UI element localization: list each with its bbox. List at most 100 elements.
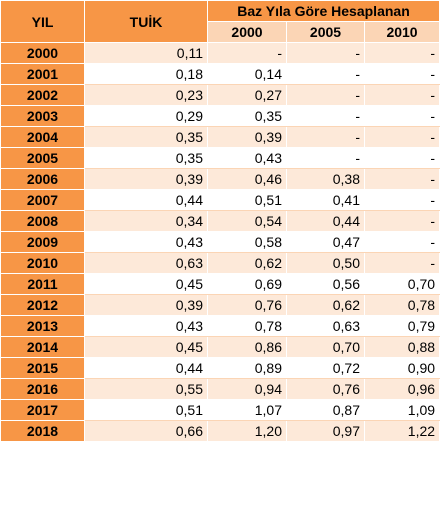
cell-base-2010: - [363,42,440,64]
cell-base-2005: - [286,63,365,85]
cell-tuik: 0,11 [84,42,208,64]
cell-year: 2014 [0,336,85,358]
cell-base-2010: - [363,147,440,169]
cell-year: 2004 [0,126,85,148]
cell-year: 2009 [0,231,85,253]
table-row: 2001 0,18 0,14- - [0,63,440,85]
cell-base-2010: - [363,126,440,148]
header-base-2005: 2005 [286,21,365,43]
cell-base-2000: 1,20 [207,420,287,442]
cell-base-2010: - [363,189,440,211]
table-row: 2013 0,43 0,78 0,63 0,79 [0,315,440,337]
cell-tuik: 0,34 [84,210,208,232]
cell-tuik: 0,35 [84,147,208,169]
table-row: 2003 0,29 0,35- - [0,105,440,127]
cell-base-2000: 0,86 [207,336,287,358]
cell-base-2000: 0,27 [207,84,287,106]
table-row: 2005 0,35 0,43- - [0,147,440,169]
table-row: 2007 0,44 0,51 0,41- [0,189,440,211]
cell-tuik: 0,43 [84,315,208,337]
cell-year: 2005 [0,147,85,169]
cell-base-2010: - [363,252,440,274]
cell-base-2010: 0,79 [363,315,440,337]
cell-year: 2003 [0,105,85,127]
cell-base-2000: - [207,42,287,64]
cell-year: 2001 [0,63,85,85]
cell-base-2005: 0,50 [286,252,365,274]
cell-base-2005: 0,63 [286,315,365,337]
cell-base-2000: 0,94 [207,378,287,400]
cell-base-2010: 0,78 [363,294,440,316]
cell-base-2005: - [286,42,365,64]
table-row: 2014 0,45 0,86 0,70 0,88 [0,336,440,358]
cell-base-2005: - [286,84,365,106]
cell-base-2005: - [286,126,365,148]
cell-base-2005: 0,41 [286,189,365,211]
cell-base-2000: 1,07 [207,399,287,421]
cell-base-2000: 0,51 [207,189,287,211]
cell-tuik: 0,39 [84,294,208,316]
cell-base-2010: 1,09 [363,399,440,421]
table-row: 2009 0,43 0,58 0,47- [0,231,440,253]
cell-base-2000: 0,76 [207,294,287,316]
cell-year: 2011 [0,273,85,295]
cell-base-2005: 0,38 [286,168,365,190]
cell-base-2005: - [286,147,365,169]
table-row: 2012 0,39 0,76 0,62 0,78 [0,294,440,316]
data-table: YIL TUİK Baz Yıla Göre Hesaplanan 2000 2… [0,0,440,442]
cell-base-2005: 0,72 [286,357,365,379]
cell-base-2000: 0,35 [207,105,287,127]
cell-base-2010: - [363,63,440,85]
cell-base-2010: 0,96 [363,378,440,400]
cell-base-2010: - [363,168,440,190]
cell-year: 2010 [0,252,85,274]
cell-base-2000: 0,46 [207,168,287,190]
cell-base-2000: 0,69 [207,273,287,295]
cell-base-2000: 0,89 [207,357,287,379]
cell-tuik: 0,29 [84,105,208,127]
cell-tuik: 0,55 [84,378,208,400]
table-header: YIL TUİK Baz Yıla Göre Hesaplanan 2000 2… [0,0,440,43]
cell-tuik: 0,39 [84,168,208,190]
cell-base-2005: 0,87 [286,399,365,421]
table-row: 2006 0,39 0,46 0,38- [0,168,440,190]
cell-year: 2012 [0,294,85,316]
cell-base-2005: 0,70 [286,336,365,358]
header-base-year-group: Baz Yıla Göre Hesaplanan [206,0,440,22]
cell-base-2000: 0,58 [207,231,287,253]
cell-base-2005: 0,56 [286,273,365,295]
cell-tuik: 0,66 [84,420,208,442]
cell-year: 2018 [0,420,85,442]
cell-base-2010: - [363,231,440,253]
table-body: 2000 0,11- - -2001 0,18 0,14- -2002 0,23 0,27- -2… [0,42,440,442]
cell-base-2005: 0,97 [286,420,365,442]
header-year: YIL [0,0,85,43]
cell-base-2000: 0,62 [207,252,287,274]
cell-base-2010: - [363,84,440,106]
cell-base-2010: 0,70 [363,273,440,295]
cell-tuik: 0,45 [84,273,208,295]
cell-base-2010: - [363,105,440,127]
cell-base-2005: 0,76 [286,378,365,400]
cell-base-2000: 0,14 [207,63,287,85]
cell-base-2005: 0,62 [286,294,365,316]
table-row: 2010 0,63 0,62 0,50- [0,252,440,274]
cell-tuik: 0,18 [84,63,208,85]
cell-tuik: 0,45 [84,336,208,358]
cell-year: 2016 [0,378,85,400]
cell-base-2005: - [286,105,365,127]
table-row: 2004 0,35 0,39- - [0,126,440,148]
cell-tuik: 0,44 [84,189,208,211]
cell-year: 2000 [0,42,85,64]
cell-tuik: 0,63 [84,252,208,274]
table-row: 2000 0,11- - - [0,42,440,64]
cell-year: 2008 [0,210,85,232]
cell-base-2010: 0,88 [363,336,440,358]
table-row: 2008 0,34 0,54 0,44- [0,210,440,232]
cell-tuik: 0,43 [84,231,208,253]
cell-year: 2002 [0,84,85,106]
header-base-2010: 2010 [363,21,440,43]
table-row: 2011 0,45 0,69 0,56 0,70 [0,273,440,295]
cell-base-2005: 0,44 [286,210,365,232]
cell-base-2000: 0,39 [207,126,287,148]
